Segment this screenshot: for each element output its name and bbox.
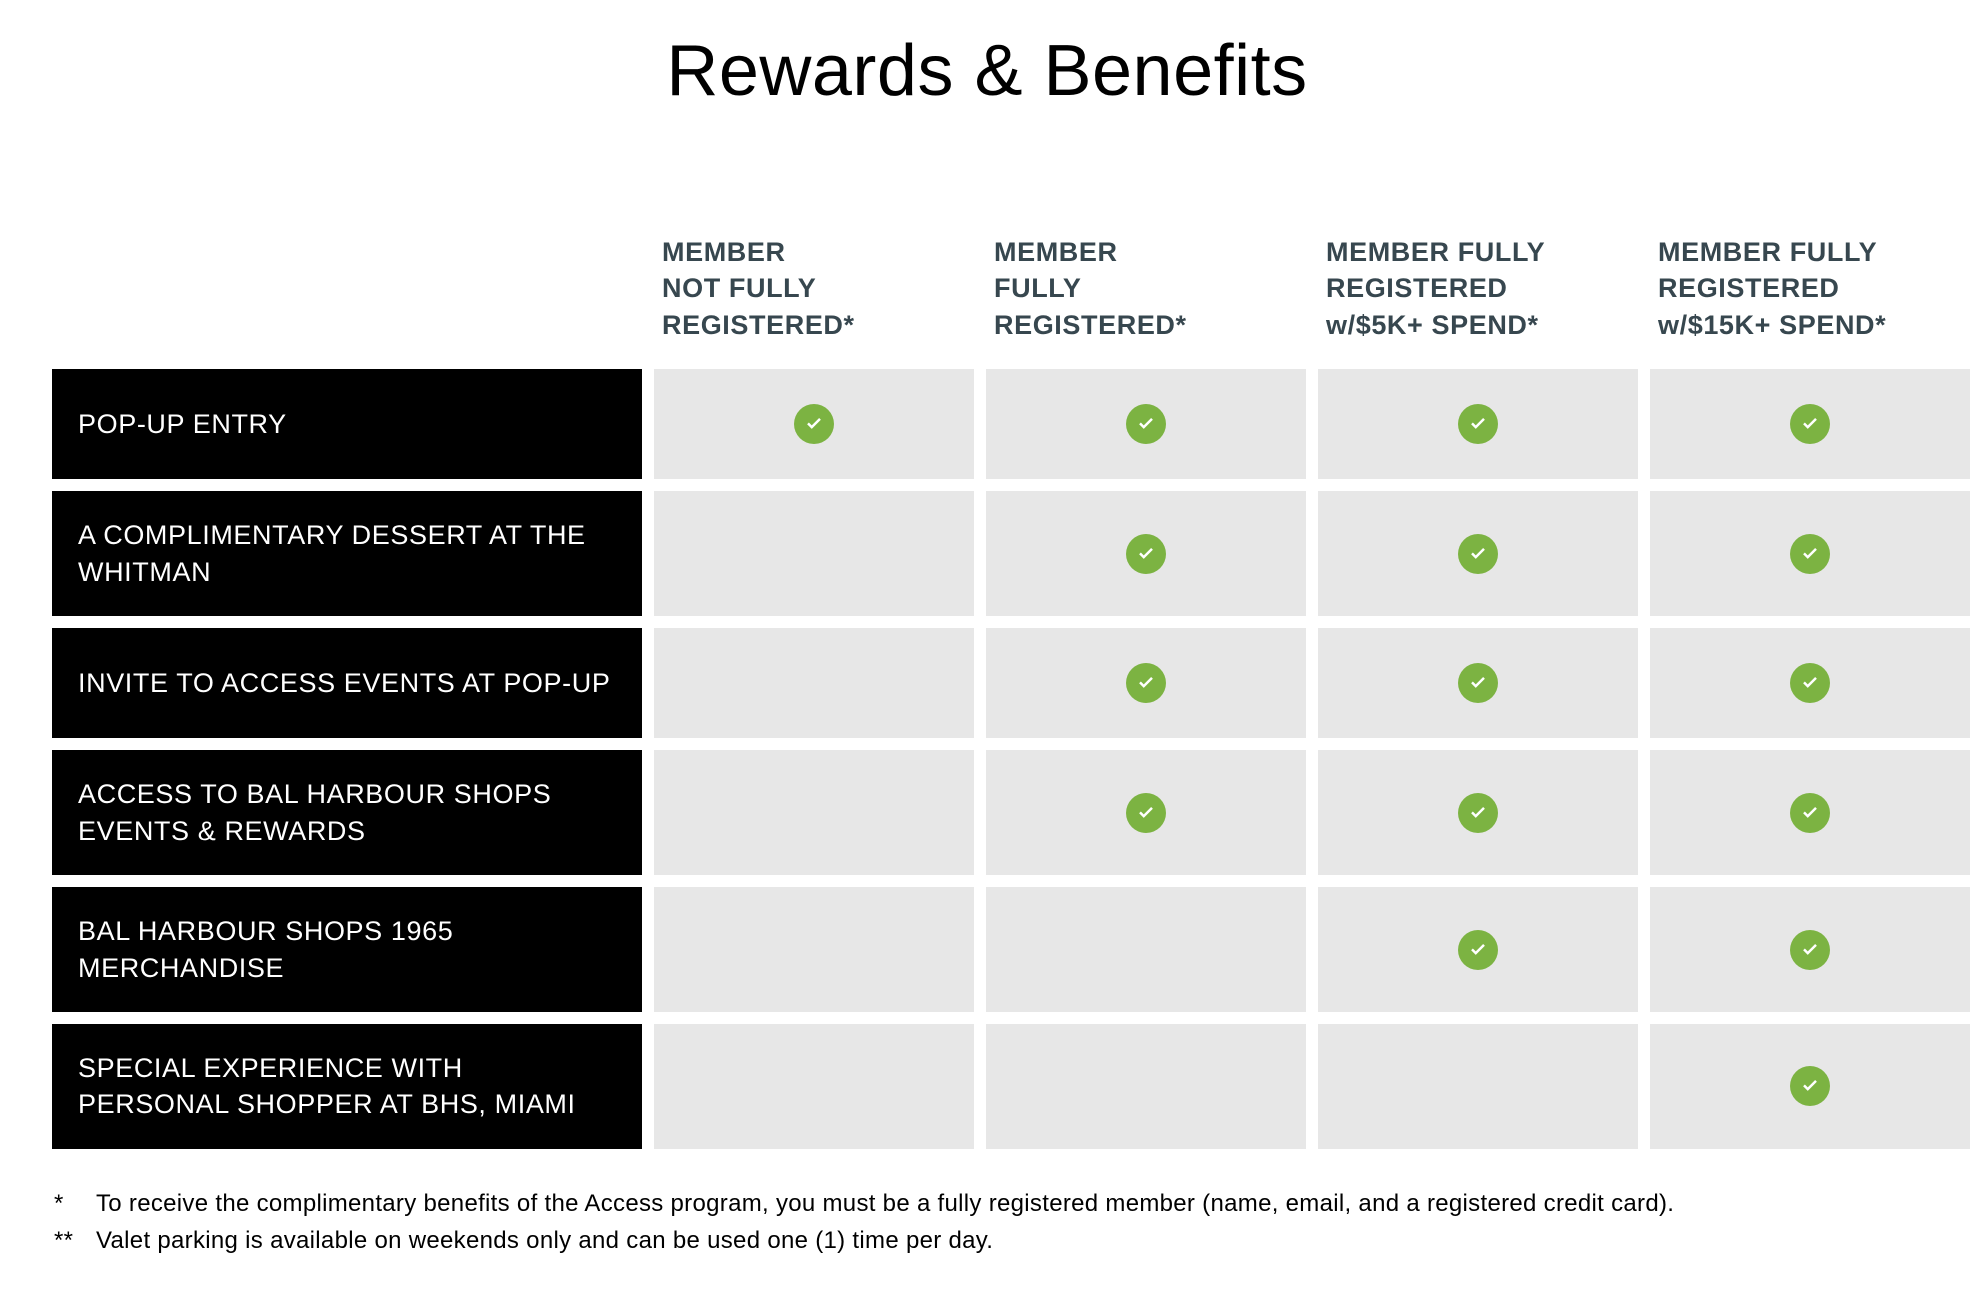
tier-header-line: MEMBER — [662, 237, 786, 267]
tier-header-line: NOT FULLY — [662, 273, 816, 303]
benefit-cell — [1650, 887, 1970, 1012]
benefit-cell — [986, 887, 1306, 1012]
tier-header-line: MEMBER FULLY — [1658, 237, 1877, 267]
check-icon — [1458, 930, 1498, 970]
benefit-cell — [1318, 628, 1638, 738]
benefit-cell — [654, 628, 974, 738]
check-icon — [1790, 1066, 1830, 1106]
tier-header-line: MEMBER — [994, 237, 1118, 267]
benefit-cell — [1318, 750, 1638, 875]
table-row: ACCESS TO BAL HARBOUR SHOPS EVENTS & REW… — [52, 750, 1970, 875]
tier-header-1: MEMBER FULLY REGISTERED* — [986, 234, 1306, 357]
benefit-row-label: BAL HARBOUR SHOPS 1965 MERCHANDISE — [52, 887, 642, 1012]
check-icon — [1126, 404, 1166, 444]
table-row: POP-UP ENTRY — [52, 369, 1970, 479]
footnote-mark: * — [54, 1185, 96, 1222]
table-row: INVITE TO ACCESS EVENTS AT POP-UP — [52, 628, 1970, 738]
header-spacer — [52, 234, 642, 357]
benefits-table: MEMBER NOT FULLY REGISTERED* MEMBER FULL… — [40, 222, 1974, 1161]
benefit-cell — [654, 750, 974, 875]
benefit-row-label: A COMPLIMENTARY DESSERT AT THE WHITMAN — [52, 491, 642, 616]
tier-header-line: w/$5K+ SPEND* — [1326, 310, 1539, 340]
benefit-cell — [986, 628, 1306, 738]
benefit-cell — [1318, 491, 1638, 616]
tier-header-line: REGISTERED — [1326, 273, 1508, 303]
check-icon — [1126, 793, 1166, 833]
tier-header-3: MEMBER FULLY REGISTERED w/$15K+ SPEND* — [1650, 234, 1970, 357]
table-row: A COMPLIMENTARY DESSERT AT THE WHITMAN — [52, 491, 1970, 616]
tier-header-2: MEMBER FULLY REGISTERED w/$5K+ SPEND* — [1318, 234, 1638, 357]
benefit-cell — [986, 491, 1306, 616]
benefit-cell — [1650, 491, 1970, 616]
footnote-text: To receive the complimentary benefits of… — [96, 1185, 1674, 1222]
footnote-mark: ** — [54, 1222, 96, 1259]
check-icon — [1458, 663, 1498, 703]
tier-header-line: FULLY — [994, 273, 1082, 303]
benefit-cell — [654, 887, 974, 1012]
check-icon — [1790, 663, 1830, 703]
tier-header-line: MEMBER FULLY — [1326, 237, 1545, 267]
benefit-cell — [1650, 750, 1970, 875]
page-title: Rewards & Benefits — [40, 30, 1934, 112]
table-row: SPECIAL EXPERIENCE WITH PERSONAL SHOPPER… — [52, 1024, 1970, 1149]
benefit-row-label: ACCESS TO BAL HARBOUR SHOPS EVENTS & REW… — [52, 750, 642, 875]
footnote-row: ** Valet parking is available on weekend… — [54, 1222, 1934, 1259]
benefit-cell — [1318, 887, 1638, 1012]
check-icon — [1790, 404, 1830, 444]
benefit-cell — [1650, 1024, 1970, 1149]
check-icon — [1126, 534, 1166, 574]
tier-header-line: w/$15K+ SPEND* — [1658, 310, 1886, 340]
tier-header-line: REGISTERED* — [662, 310, 855, 340]
benefit-cell — [654, 491, 974, 616]
page-container: Rewards & Benefits MEMBER NOT FULLY REGI… — [0, 0, 1974, 1299]
benefit-cell — [1650, 628, 1970, 738]
check-icon — [1458, 793, 1498, 833]
benefit-cell — [1318, 1024, 1638, 1149]
check-icon — [1458, 404, 1498, 444]
tier-header-0: MEMBER NOT FULLY REGISTERED* — [654, 234, 974, 357]
tier-header-line: REGISTERED* — [994, 310, 1187, 340]
benefit-row-label: SPECIAL EXPERIENCE WITH PERSONAL SHOPPER… — [52, 1024, 642, 1149]
check-icon — [1790, 793, 1830, 833]
check-icon — [1790, 534, 1830, 574]
table-row: BAL HARBOUR SHOPS 1965 MERCHANDISE — [52, 887, 1970, 1012]
benefit-row-label: INVITE TO ACCESS EVENTS AT POP-UP — [52, 628, 642, 738]
footnotes: * To receive the complimentary benefits … — [40, 1185, 1934, 1259]
benefit-cell — [986, 750, 1306, 875]
benefit-cell — [654, 1024, 974, 1149]
check-icon — [1126, 663, 1166, 703]
tier-header-row: MEMBER NOT FULLY REGISTERED* MEMBER FULL… — [52, 234, 1970, 357]
benefit-cell — [986, 1024, 1306, 1149]
benefit-cell — [654, 369, 974, 479]
tier-header-line: REGISTERED — [1658, 273, 1840, 303]
benefit-cell — [1650, 369, 1970, 479]
check-icon — [1790, 930, 1830, 970]
footnote-text: Valet parking is available on weekends o… — [96, 1222, 993, 1259]
check-icon — [1458, 534, 1498, 574]
check-icon — [794, 404, 834, 444]
benefit-cell — [986, 369, 1306, 479]
footnote-row: * To receive the complimentary benefits … — [54, 1185, 1934, 1222]
benefit-row-label: POP-UP ENTRY — [52, 369, 642, 479]
benefit-cell — [1318, 369, 1638, 479]
